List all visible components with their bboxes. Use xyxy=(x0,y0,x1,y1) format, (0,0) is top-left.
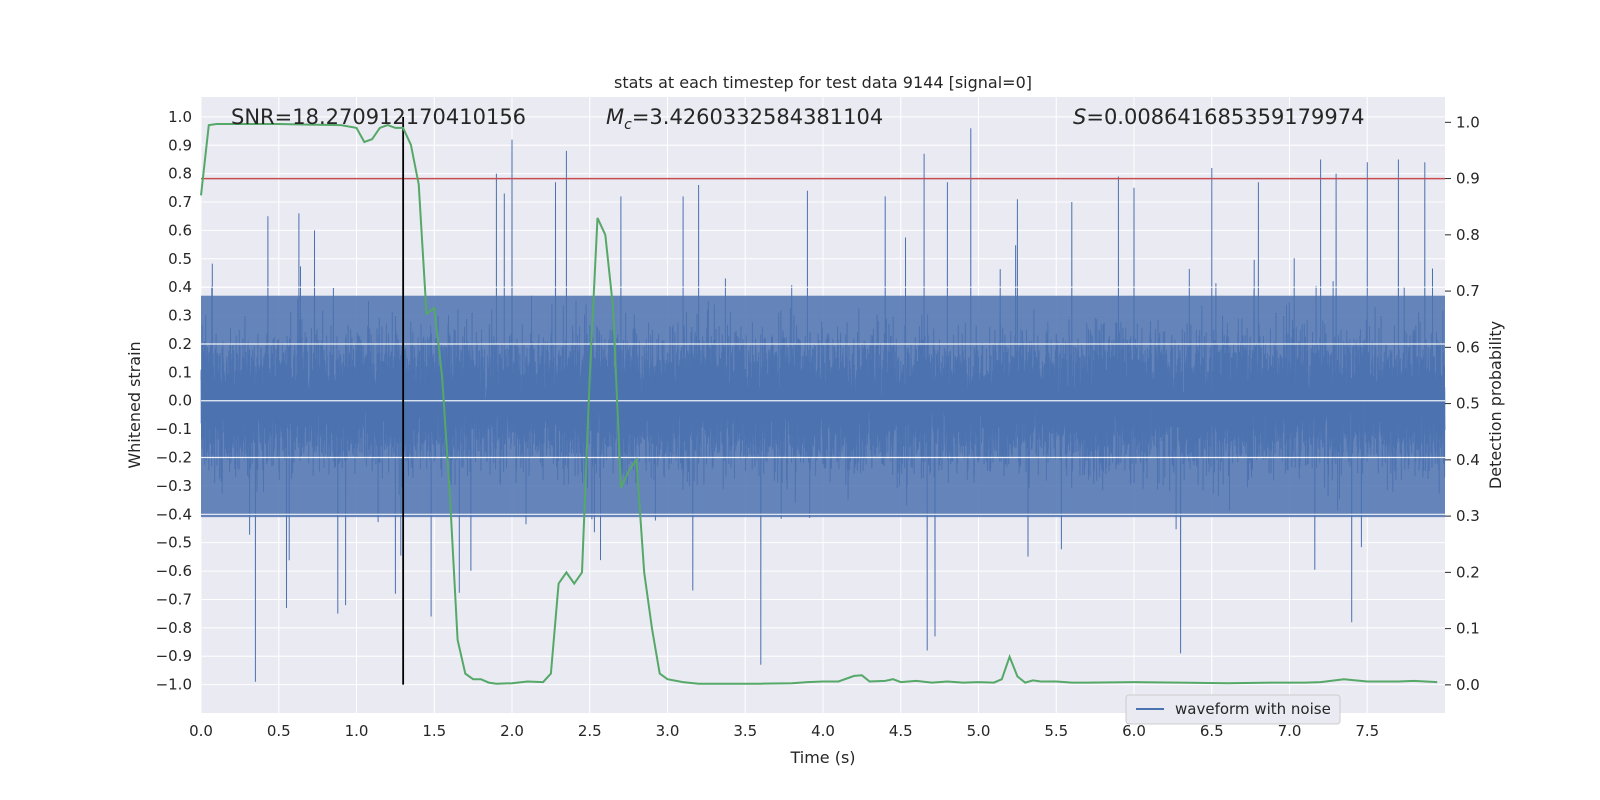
chirp-mass-value: =3.4260332584381104 xyxy=(632,105,883,129)
x-tick-label: 7.0 xyxy=(1278,722,1302,740)
score-annotation: S=0.008641685359179974 xyxy=(1073,105,1364,129)
x-tick-label: 6.5 xyxy=(1200,722,1224,740)
y-right-tick-label: 0.0 xyxy=(1456,676,1480,694)
data-layer xyxy=(200,116,1446,685)
legend: waveform with noise xyxy=(1125,694,1341,725)
y-tick-label: −0.8 xyxy=(156,619,192,637)
x-tick-label: 3.0 xyxy=(656,722,680,740)
y-right-tick-label: 0.5 xyxy=(1456,395,1480,413)
x-tick-label: 5.5 xyxy=(1044,722,1068,740)
y-tick-label: 0.3 xyxy=(168,307,192,325)
chirp-mass-symbol: M xyxy=(606,105,624,129)
y-right-tick-label: 0.1 xyxy=(1456,620,1480,638)
x-tick-label: 2.0 xyxy=(500,722,524,740)
chirp-mass-subscript: c xyxy=(624,117,632,133)
y-tick-label: 0.2 xyxy=(168,335,192,353)
y-tick-label: 0.9 xyxy=(168,136,192,154)
x-tick-label: 4.0 xyxy=(811,722,835,740)
legend-box xyxy=(1125,694,1341,725)
y-tick-label: 0.6 xyxy=(168,221,192,239)
y-right-axis-label: Detection probability xyxy=(1486,321,1505,489)
y-tick-label: 0.8 xyxy=(168,165,192,183)
x-axis-label: Time (s) xyxy=(789,748,855,767)
x-tick-label: 3.5 xyxy=(733,722,757,740)
axis-layer: 0.0 0.5 1.0 1.5 2.0 2.5 3.0 3.5 4.0 4.5 5.0 5.5 6.0 6… xyxy=(156,108,1480,740)
y-tick-label: −0.3 xyxy=(156,477,192,495)
y-tick-label: 0.4 xyxy=(168,278,192,296)
y-tick-label: −1.0 xyxy=(156,676,192,694)
y-right-tick-label: 0.6 xyxy=(1456,338,1480,356)
y-right-tick-label: 0.3 xyxy=(1456,507,1480,525)
waveform-dense-band xyxy=(201,295,1445,518)
x-tick-label: 0.0 xyxy=(189,722,213,740)
y-right-tick-label: 1.0 xyxy=(1456,113,1480,131)
y-tick-label: 0.5 xyxy=(168,250,192,268)
y-right-tick-label: 0.9 xyxy=(1456,170,1480,188)
detection-probability-line xyxy=(200,123,1438,685)
x-tick-label: 7.5 xyxy=(1355,722,1379,740)
y-tick-label: 0.1 xyxy=(168,363,192,381)
y-tick-label: −0.4 xyxy=(156,505,192,523)
chirp-mass-annotation: Mc=3.4260332584381104 xyxy=(606,105,883,133)
x-tick-label: 1.5 xyxy=(422,722,446,740)
x-tick-label: 2.5 xyxy=(578,722,602,740)
x-tick-label: 0.5 xyxy=(267,722,291,740)
y-right-tick-label: 0.4 xyxy=(1456,451,1480,469)
snr-annotation: SNR=18.270912170410156 xyxy=(231,105,526,129)
x-tick-label: 5.0 xyxy=(967,722,991,740)
x-tick-label: 4.5 xyxy=(889,722,913,740)
y-tick-label: −0.9 xyxy=(156,647,192,665)
score-value: =0.008641685359179974 xyxy=(1086,105,1364,129)
y-right-tick-label: 0.2 xyxy=(1456,563,1480,581)
y-tick-label: −0.7 xyxy=(156,590,192,608)
y-axis-label: Whitened strain xyxy=(125,341,144,468)
y-tick-label: −0.1 xyxy=(156,420,192,438)
x-tick-label: 1.0 xyxy=(345,722,369,740)
y-right-tick-label: 0.7 xyxy=(1456,282,1480,300)
y-right-tick-label: 0.8 xyxy=(1456,226,1480,244)
score-symbol: S xyxy=(1073,105,1086,129)
y-tick-label: 0.7 xyxy=(168,193,192,211)
y-tick-label: 0.0 xyxy=(168,392,192,410)
chart-title: stats at each timestep for test data 914… xyxy=(614,73,1032,92)
y-tick-label: −0.2 xyxy=(156,449,192,467)
y-tick-label: 1.0 xyxy=(168,108,192,126)
x-tick-label: 6.0 xyxy=(1122,722,1146,740)
y-tick-label: −0.5 xyxy=(156,534,192,552)
legend-label: waveform with noise xyxy=(1175,700,1331,718)
y-tick-label: −0.6 xyxy=(156,562,192,580)
